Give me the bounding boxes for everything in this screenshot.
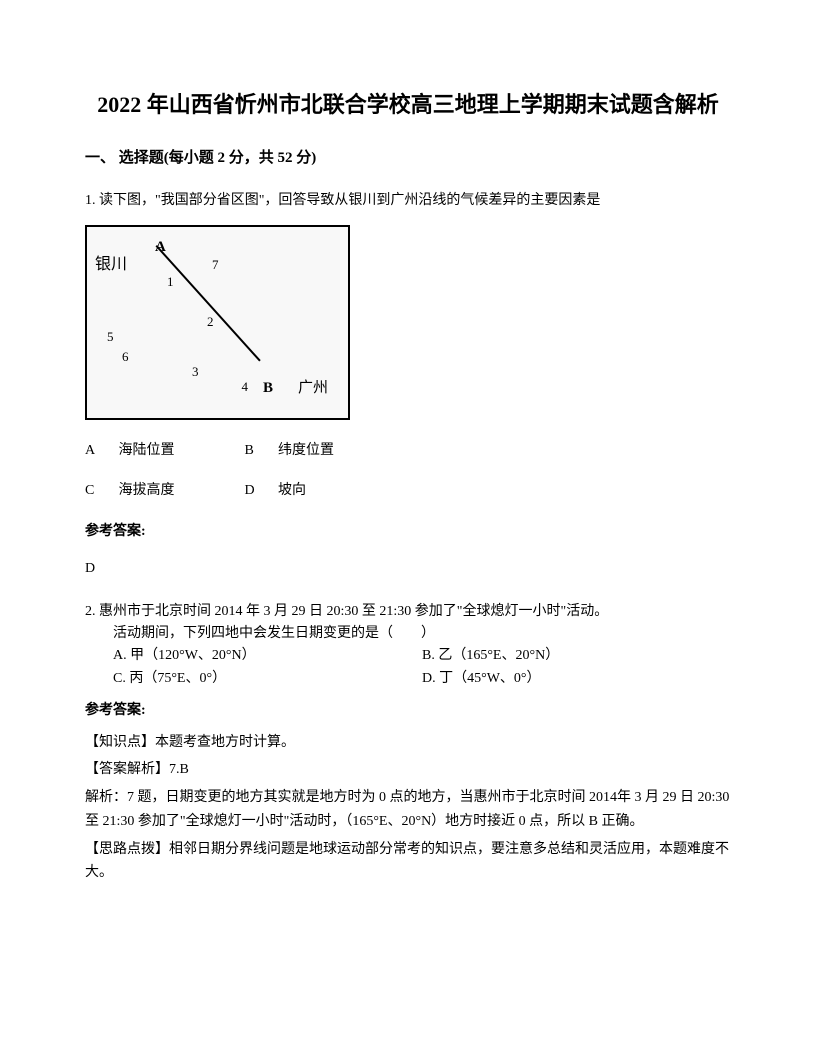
q2-options-row1: A. 甲（120°W、20°N） B. 乙（165°E、20°N） [85, 645, 731, 667]
q2-options-row2: C. 丙（75°E、0°） D. 丁（45°W、0°） [85, 668, 731, 690]
option-letter: D [245, 480, 275, 502]
q2-line2: 活动期间，下列四地中会发生日期变更的是（ ） [85, 623, 731, 645]
map-route-line [156, 245, 261, 362]
q2-line1: 2. 惠州市于北京时间 2014 年 3 月 29 日 20:30 至 21:3… [85, 601, 731, 623]
map-label-yinchuan: 银川 [95, 252, 127, 278]
option-text: 海陆位置 [119, 443, 175, 458]
q2-option-b: B. 乙（165°E、20°N） [422, 645, 731, 667]
q1-option-b: B 纬度位置 [245, 440, 335, 462]
q1-answer-value: D [85, 558, 731, 580]
map-region-6: 6 [122, 347, 129, 368]
map-region-3: 3 [192, 362, 199, 383]
option-letter: A [85, 440, 115, 462]
q2-explain: 解析：7 题，日期变更的地方其实就是地方时为 0 点的地方，当惠州市于北京时间 … [85, 786, 731, 834]
option-letter: B [245, 440, 275, 462]
map-region-7: 7 [212, 255, 219, 276]
q2-option-d: D. 丁（45°W、0°） [422, 668, 731, 690]
map-region-5: 5 [107, 327, 114, 348]
map-figure: 银川 A B 广州 1 2 3 4 5 6 7 [85, 225, 350, 420]
q1-options-row2: C 海拔高度 D 坡向 [85, 480, 731, 502]
map-label-a: A [155, 235, 166, 259]
q1-option-a: A 海陆位置 [85, 440, 175, 462]
q2-answer-analysis: 【答案解析】7.B [85, 758, 731, 782]
q1-text: 1. 读下图，"我国部分省区图"，回答导致从银川到广州沿线的气候差异的主要因素是 [85, 188, 731, 213]
q1-options-row1: A 海陆位置 B 纬度位置 [85, 440, 731, 462]
q2-tips: 【思路点拨】相邻日期分界线问题是地球运动部分常考的知识点，要注意多总结和灵活应用… [85, 838, 731, 886]
q2-block: 2. 惠州市于北京时间 2014 年 3 月 29 日 20:30 至 21:3… [85, 601, 731, 691]
map-region-1: 1 [167, 272, 174, 293]
option-text: 坡向 [278, 483, 306, 498]
q2-answer-label: 参考答案: [85, 700, 731, 722]
option-letter: C [85, 480, 115, 502]
section-header: 一、 选择题(每小题 2 分，共 52 分) [85, 146, 731, 170]
q1-answer-label: 参考答案: [85, 521, 731, 543]
exam-title: 2022 年山西省忻州市北联合学校高三地理上学期期末试题含解析 [85, 90, 731, 121]
q1-option-d: D 坡向 [245, 480, 307, 502]
map-region-4: 4 [242, 377, 249, 398]
q2-option-a: A. 甲（120°W、20°N） [113, 645, 422, 667]
option-text: 纬度位置 [278, 443, 334, 458]
q2-knowledge: 【知识点】本题考查地方时计算。 [85, 731, 731, 755]
option-text: 海拔高度 [119, 483, 175, 498]
q2-option-c: C. 丙（75°E、0°） [113, 668, 422, 690]
q2-analysis: 【知识点】本题考查地方时计算。 【答案解析】7.B 解析：7 题，日期变更的地方… [85, 731, 731, 886]
map-label-guangzhou: 广州 [298, 376, 328, 400]
q1-option-c: C 海拔高度 [85, 480, 175, 502]
map-label-b: B [263, 376, 273, 400]
map-region-2: 2 [207, 312, 214, 333]
